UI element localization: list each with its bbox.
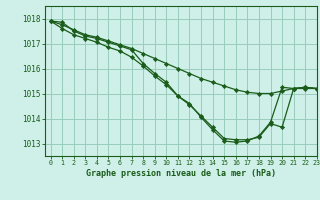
X-axis label: Graphe pression niveau de la mer (hPa): Graphe pression niveau de la mer (hPa) [86,169,276,178]
